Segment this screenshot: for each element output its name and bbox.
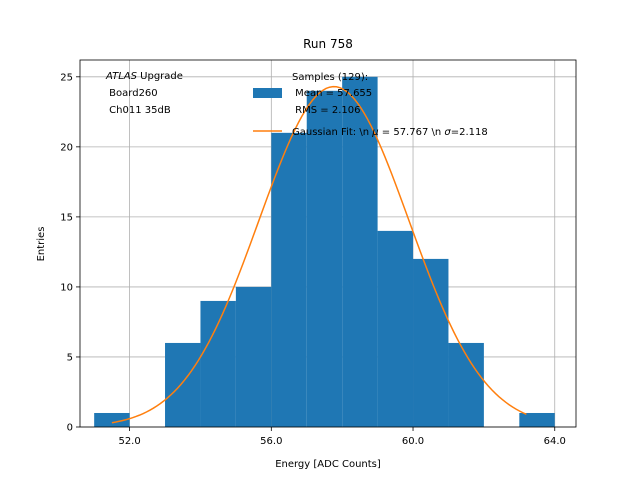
plot-frame [79,59,577,428]
legend-fit-mid: = 57.767 \n [379,127,445,138]
annotation-atlas: ATLAS [105,71,138,82]
histogram-bar-5 [271,132,307,427]
annotation-upgrade: Upgrade [137,71,183,82]
x-axis-label: Energy [ADC Counts] [275,459,381,470]
legend-fit-sigma: σ [444,127,451,138]
legend-fit-suffix: =2.118 [451,127,488,138]
gaussian-fit-curve [111,85,527,424]
legend-samples-line-1: Samples (129): [292,72,368,83]
x-tick-label-3: 64.0 [544,436,566,447]
x-tick-label-0: 52.0 [118,436,140,447]
x-tick-label-2: 60.0 [402,436,424,447]
annotation-line-2: Board260 [106,88,158,99]
histogram-bar-8 [377,230,414,427]
annotation-line-3: Ch011 35dB [106,105,171,116]
legend-samples-line-2: Mean = 57.655 [292,88,372,99]
histogram-bar-10 [448,342,484,427]
histogram-bar-2 [165,342,201,427]
legend-samples-swatch [253,88,282,98]
legend-fit-label: Gaussian Fit: \n μ = 57.767 \n σ=2.118 [292,127,488,138]
histogram-bar-4 [235,286,272,427]
legend-fit-mu: μ [371,127,378,138]
y-tick-label-4: 20 [60,142,73,153]
y-axis-ticks: 0 5 10 15 20 25 [60,72,80,434]
histogram-bars [94,76,555,428]
histogram-bar-12 [519,412,555,427]
chart-title: Run 758 [303,37,353,51]
histogram-bar-3 [200,300,236,427]
x-axis-ticks: 52.0 56.0 60.0 64.0 [118,427,566,447]
y-tick-label-3: 15 [60,212,73,223]
annotation-block: ATLAS Upgrade Board260 Ch011 35dB [105,71,183,116]
histogram-bar-6 [306,90,343,427]
y-tick-label-5: 25 [60,72,73,83]
y-tick-label-0: 0 [67,423,73,434]
y-tick-label-1: 5 [67,352,73,363]
x-tick-label-1: 56.0 [260,436,282,447]
annotation-line-1: ATLAS Upgrade [105,71,183,82]
legend: Samples (129): Mean = 57.655 RMS = 2.106… [253,72,488,138]
y-axis-label: Entries [36,227,47,262]
histogram-bar-0 [94,412,130,427]
legend-fit-prefix: Gaussian Fit: \n [292,127,372,138]
histogram-bar-7 [342,76,378,428]
legend-samples-line-3: RMS = 2.106 [292,105,360,116]
histogram-bar-9 [413,258,449,427]
y-tick-label-2: 10 [60,282,73,293]
